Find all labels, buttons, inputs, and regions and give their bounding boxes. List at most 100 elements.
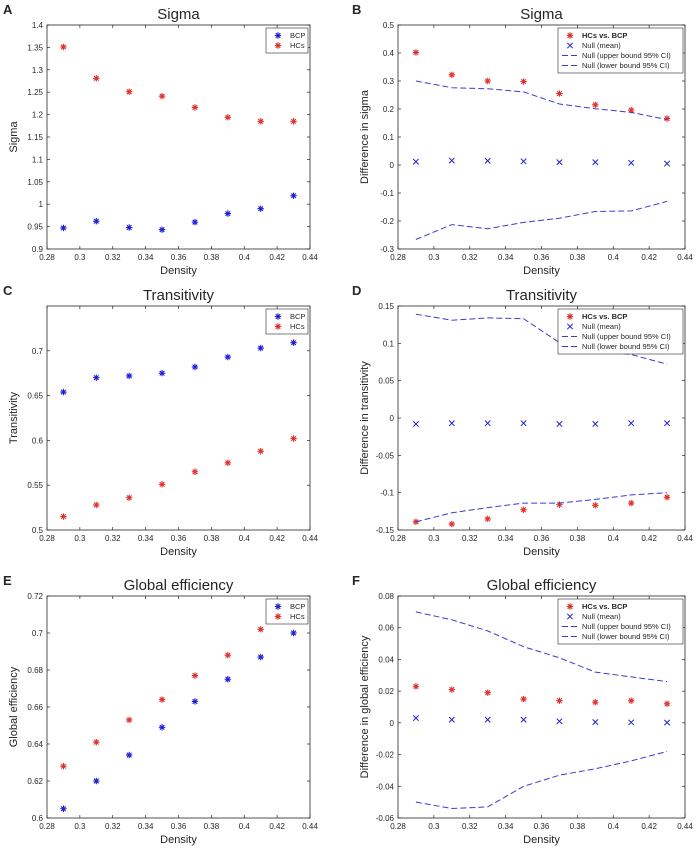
- legend-label-null-lower-bound-95-ci-b: Null (lower bound 95% CI): [582, 61, 670, 70]
- x-tick-label-e: 0.34: [138, 822, 154, 831]
- y-tick-label-e: 0.62: [27, 777, 43, 786]
- y-tick-label-c: 0.55: [27, 481, 43, 490]
- legend-swatch-hcs-a: [274, 42, 282, 49]
- data-point-hcs-c: [125, 494, 133, 501]
- y-axis-label-b: Difference in sigma: [359, 89, 371, 184]
- data-point-bcp-a: [93, 218, 100, 225]
- data-point-bcp-e: [224, 676, 232, 683]
- data-point-hcs-vs-bcp-b: [484, 77, 491, 85]
- panel-d: D Transitivity 0.28 0.3 0.32 0.34 0.36 0.38 0.4 0…: [352, 283, 693, 558]
- x-tick-label-a: 0.38: [204, 253, 220, 262]
- data-point-null-mean-b: [484, 157, 491, 164]
- legend-box-b: [557, 27, 684, 74]
- x-tick-label-d: 0.3: [428, 534, 440, 543]
- data-point-bcp-e: [257, 653, 264, 661]
- y-axis-label-d: Difference in transitivity: [359, 361, 371, 475]
- data-point-null-mean-b: [592, 159, 599, 166]
- legend-box-a: [265, 27, 309, 54]
- y-tick-label-b: -0.2: [380, 217, 394, 226]
- y-tick-label-d: -0.15: [376, 526, 395, 535]
- legend-label-null-mean-b: Null (mean): [582, 41, 621, 50]
- x-tick-label-d: 0.4: [608, 534, 620, 543]
- x-tick-label-b: 0.36: [534, 253, 550, 262]
- data-point-bcp-a: [290, 192, 297, 199]
- legend-label-hcs-e: HCs: [290, 612, 305, 621]
- x-tick-label-d: 0.34: [498, 534, 514, 543]
- data-point-bcp-a: [257, 205, 264, 212]
- legend-label-null-lower-bound-95-ci-f: Null (lower bound 95% CI): [582, 632, 670, 641]
- data-point-bcp-a: [224, 210, 232, 217]
- x-tick-label-d: 0.38: [570, 534, 586, 543]
- x-tick-label-b: 0.44: [677, 253, 693, 262]
- data-point-bcp-c: [290, 339, 297, 346]
- y-axis-label-e: Global efficiency: [8, 666, 20, 747]
- data-point-null-mean-d: [412, 420, 419, 428]
- y-tick-label-e: 0.72: [27, 592, 43, 601]
- legend-label-bcp-a: BCP: [290, 31, 305, 40]
- panel-label-a: A: [3, 2, 13, 17]
- x-tick-label-c: 0.38: [204, 534, 220, 543]
- legend-swatch-null-mean-b: [566, 42, 574, 49]
- x-tick-label-e: 0.28: [39, 822, 55, 831]
- legend-swatch-hcs-e: [274, 613, 282, 620]
- legend-label-null-lower-bound-95-ci-d: Null (lower bound 95% CI): [582, 342, 670, 351]
- data-point-bcp-c: [158, 370, 166, 377]
- plot-area-e: [46, 595, 311, 819]
- data-point-hcs-c: [224, 459, 232, 466]
- data-point-null-mean-b: [556, 159, 563, 166]
- legend-label-hcs-c: HCs: [290, 322, 305, 331]
- data-point-null-mean-b: [664, 160, 671, 167]
- x-axis-label-f: Density: [523, 834, 560, 846]
- data-point-hcs-vs-bcp-f: [412, 683, 420, 690]
- data-point-hcs-a: [125, 88, 133, 95]
- x-tick-label-f: 0.44: [677, 822, 693, 831]
- data-point-null-mean-d: [592, 420, 599, 428]
- y-tick-label-d: 0.05: [378, 377, 394, 386]
- data-point-hcs-e: [224, 652, 232, 659]
- data-point-bcp-a: [125, 224, 133, 231]
- legend-box-e: [265, 598, 309, 625]
- x-tick-label-b: 0.4: [608, 253, 620, 262]
- x-tick-label-e: 0.36: [171, 822, 187, 831]
- data-point-hcs-vs-bcp-b: [448, 71, 456, 79]
- y-tick-label-e: 0.6: [32, 814, 44, 823]
- data-point-hcs-a: [224, 114, 232, 121]
- x-tick-label-f: 0.36: [534, 822, 550, 831]
- data-point-null-mean-f: [628, 719, 635, 726]
- legend-label-hcs-a: HCs: [290, 41, 305, 50]
- y-tick-label-f: 0: [390, 719, 395, 728]
- y-tick-label-c: 0.7: [32, 347, 44, 356]
- y-tick-label-f: 0.06: [378, 624, 394, 633]
- x-tick-label-b: 0.38: [570, 253, 586, 262]
- data-point-hcs-c: [60, 513, 67, 520]
- x-tick-label-a: 0.36: [171, 253, 187, 262]
- data-point-hcs-vs-bcp-b: [556, 90, 563, 97]
- panel-c: C Transitivity 0.28 0.3 0.32 0.34 0.36 0.38 0.4 0…: [3, 283, 318, 558]
- data-point-null-mean-d: [628, 420, 635, 427]
- data-point-hcs-vs-bcp-b: [520, 78, 527, 85]
- data-point-hcs-vs-bcp-d: [592, 502, 599, 509]
- x-tick-label-a: 0.34: [138, 253, 154, 262]
- x-tick-label-c: 0.34: [138, 534, 154, 543]
- legend-swatch-hcs-vs-bcp-f: [566, 603, 574, 610]
- data-point-bcp-e: [191, 698, 199, 705]
- x-axis-label-b: Density: [523, 265, 560, 277]
- data-point-hcs-c: [290, 435, 297, 442]
- data-point-hcs-c: [257, 447, 264, 455]
- x-tick-label-d: 0.44: [677, 534, 693, 543]
- x-tick-label-f: 0.42: [641, 822, 657, 831]
- y-tick-label-b: -0.3: [380, 245, 394, 254]
- panel-label-c: C: [3, 283, 13, 298]
- data-point-hcs-vs-bcp-b: [627, 106, 635, 114]
- x-axis-label-c: Density: [160, 546, 197, 558]
- data-point-bcp-e: [125, 751, 133, 759]
- y-tick-label-e: 0.64: [27, 740, 43, 749]
- x-tick-label-d: 0.42: [641, 534, 657, 543]
- y-tick-label-b: 0.4: [383, 49, 395, 58]
- data-point-hcs-e: [191, 672, 199, 679]
- x-tick-label-f: 0.32: [462, 822, 478, 831]
- y-tick-label-f: -0.04: [376, 782, 395, 791]
